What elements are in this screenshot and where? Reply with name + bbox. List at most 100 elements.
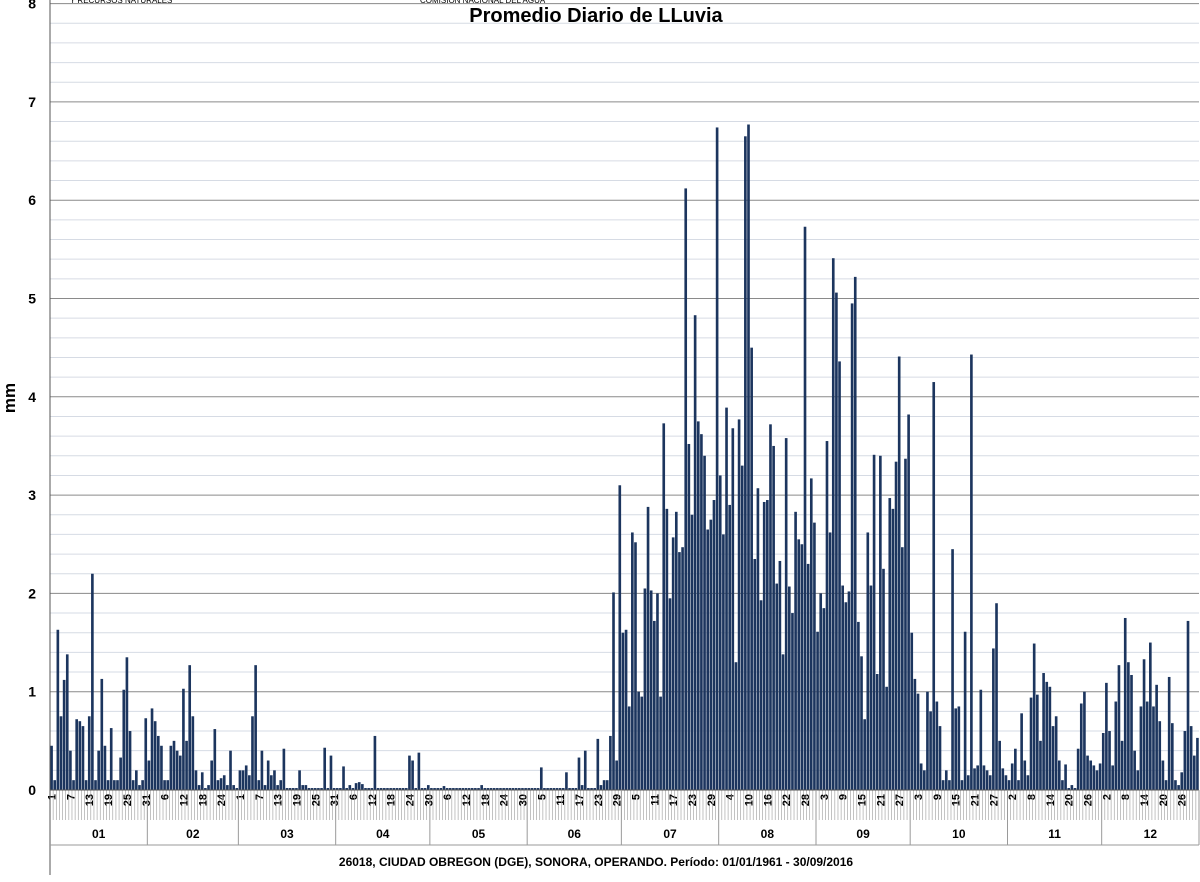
month-label: 12 xyxy=(1144,827,1158,841)
bar xyxy=(172,740,176,790)
bar xyxy=(1186,620,1190,790)
bar xyxy=(200,772,204,790)
bar xyxy=(1180,772,1184,790)
bar xyxy=(580,785,584,790)
bar xyxy=(1070,785,1074,790)
bar xyxy=(1083,691,1086,790)
x-tick-label: 30 xyxy=(517,794,529,806)
y-tick-label: 6 xyxy=(28,192,36,208)
bar xyxy=(185,740,188,790)
bar xyxy=(87,716,91,790)
x-tick-label: 16 xyxy=(762,794,774,806)
bar xyxy=(175,750,179,790)
bar xyxy=(791,613,794,790)
bar xyxy=(1161,760,1165,790)
bar xyxy=(894,461,898,790)
bar xyxy=(113,780,116,790)
bar xyxy=(197,785,201,790)
bar xyxy=(301,785,305,790)
bar xyxy=(323,747,327,790)
month-label: 09 xyxy=(856,827,870,841)
bar xyxy=(944,770,948,790)
x-tick-label: 15 xyxy=(857,794,869,806)
bar xyxy=(819,593,823,790)
bar xyxy=(106,780,110,790)
bar xyxy=(94,780,97,790)
bar xyxy=(869,585,873,790)
bar xyxy=(982,765,986,790)
bar xyxy=(505,788,509,790)
bar xyxy=(897,356,901,790)
bar xyxy=(461,788,465,790)
x-tick-label: 24 xyxy=(404,793,416,806)
bar xyxy=(659,696,662,790)
bar xyxy=(1101,732,1105,790)
bar xyxy=(445,788,449,790)
bar xyxy=(552,788,556,790)
bar xyxy=(97,750,100,790)
bar xyxy=(257,780,261,790)
bar xyxy=(103,745,107,790)
bar xyxy=(875,674,879,790)
bar xyxy=(483,788,487,790)
bar xyxy=(951,549,954,790)
bar xyxy=(1196,737,1199,790)
bar xyxy=(169,745,173,790)
bar xyxy=(1064,764,1067,790)
bar xyxy=(766,500,769,790)
bar xyxy=(1017,780,1020,790)
bar xyxy=(1111,765,1114,790)
bar xyxy=(251,716,254,790)
bar xyxy=(226,785,229,790)
bar xyxy=(1054,716,1058,790)
bar xyxy=(1007,780,1011,790)
bar xyxy=(232,785,235,790)
bar xyxy=(643,588,647,790)
x-tick-label: 9 xyxy=(838,794,850,800)
bar xyxy=(941,780,945,790)
bar xyxy=(879,455,882,790)
bar xyxy=(678,552,681,790)
x-tick-label: 14 xyxy=(1139,793,1151,806)
bar xyxy=(948,780,951,790)
y-tick-label: 1 xyxy=(28,684,36,700)
bar xyxy=(1048,686,1052,790)
bar xyxy=(144,718,148,790)
x-tick-label: 8 xyxy=(1120,794,1132,800)
bar xyxy=(612,592,615,790)
y-tick-label: 3 xyxy=(28,487,36,503)
y-tick-label: 2 xyxy=(28,585,36,601)
bar xyxy=(59,716,63,790)
bar xyxy=(163,780,166,790)
bar xyxy=(863,719,866,790)
bar xyxy=(728,504,731,790)
bar xyxy=(235,788,239,790)
bar xyxy=(1105,682,1108,790)
bar xyxy=(138,785,141,790)
bar xyxy=(838,361,841,790)
x-tick-label: 15 xyxy=(951,794,963,806)
bar xyxy=(270,775,273,790)
bar xyxy=(772,445,775,790)
bar xyxy=(781,654,785,790)
header-text: Y RECURSOS NATURALES xyxy=(70,0,172,5)
bar xyxy=(364,788,367,790)
bar xyxy=(656,593,659,790)
x-tick-label: 11 xyxy=(555,794,567,806)
bar xyxy=(317,788,320,790)
x-tick-label: 22 xyxy=(781,794,793,806)
bar xyxy=(518,788,521,790)
bar xyxy=(957,706,961,790)
x-tick-label: 7 xyxy=(254,794,266,800)
bar xyxy=(1061,780,1064,790)
bar xyxy=(1029,697,1033,790)
bar xyxy=(401,788,405,790)
bar xyxy=(474,788,477,790)
bar xyxy=(696,421,700,790)
bar xyxy=(69,750,72,790)
bar xyxy=(1095,770,1099,790)
bar xyxy=(244,765,248,790)
bar xyxy=(1042,673,1045,790)
bar xyxy=(596,738,600,790)
bar xyxy=(954,708,958,790)
